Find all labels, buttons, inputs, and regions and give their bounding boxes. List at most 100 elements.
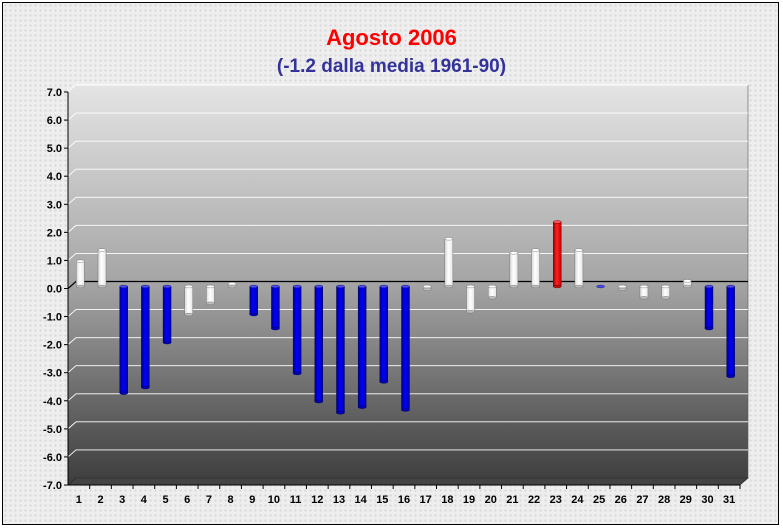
bar-day-4 [141,284,150,390]
y-tick-label: 5.0 [47,143,62,155]
bar-base [639,296,649,300]
gridline [67,140,748,149]
gridline [67,393,748,402]
bar-base [249,312,258,317]
bar-body [574,249,584,287]
x-axis-ticks: 1 2 3 4 5 6 7 8 9 10 11 12 13 14 15 16 17 18 19 20 21 22 23 24 2… [76,494,736,506]
x-tick-label: 10 [268,494,280,506]
bar-top [401,284,410,289]
bar-day-7 [206,284,215,305]
bar-top [97,248,107,252]
bar-day-10 [271,284,280,331]
bar-base [292,371,302,376]
gridline [67,84,748,93]
x-tick-label: 19 [463,494,475,506]
x-tick-label: 1 [76,494,82,506]
x-tick-label: 9 [249,494,255,506]
chart-title: Agosto 2006 [326,25,457,50]
bar-body [357,286,367,408]
y-tick-label: 6.0 [47,115,62,127]
bar-base [227,284,237,289]
bar-top [314,284,323,289]
bar-top [422,284,432,289]
bar-top [162,284,172,289]
x-tick-label: 26 [615,494,627,506]
bar-base [726,374,735,378]
bar-body [639,286,649,298]
bar-day-13 [336,284,345,415]
y-axis-ticks: -7.0 -6.0 -5.0 -4.0 -3.0 -2.0 -1.0 0.0 1.0 2.0 3.0… [43,87,62,492]
x-tick-label: 6 [184,494,190,506]
bar-base [314,399,323,404]
y-tick-label: 0.0 [47,284,62,296]
bar-body [314,286,323,402]
gridline [67,309,748,317]
x-tick-label: 3 [119,494,125,506]
x-tick-label: 8 [228,494,234,506]
y-tick-label: -4.0 [43,396,62,408]
bar-body [249,286,258,315]
gridline [67,168,748,177]
plot-floor [67,477,749,486]
chart-subtitle: (-1.2 dalla media 1961-90) [276,56,507,77]
bar-body [184,286,193,315]
bar-body [206,286,215,304]
bar-base [162,341,172,345]
x-tick-label: 15 [376,494,388,506]
x-tick-label: 2 [97,494,103,506]
gridline [67,196,748,205]
x-tick-label: 29 [680,494,692,506]
y-tick-label: -7.0 [43,480,62,492]
bar-series [76,220,735,415]
bar-top [119,284,128,289]
bar-day-15 [379,284,389,384]
x-tick-label: 18 [441,494,453,506]
bar-base [704,327,714,331]
bar-top [553,220,562,224]
y-tick-label: 1.0 [47,255,62,267]
bar-body [336,286,345,414]
y-tick-label: 3.0 [47,199,62,211]
y-tick-label: -6.0 [43,452,62,464]
x-tick-label: 24 [571,494,584,506]
x-tick-label: 7 [206,494,212,506]
bar-top [596,284,605,289]
bar-day-29 [683,279,692,289]
bar-day-11 [292,284,302,376]
bar-day-8 [227,282,237,289]
bar-body [726,286,735,377]
bar-body [509,252,519,287]
plot-back-wall [67,84,749,486]
bar-base [76,284,85,289]
x-tick-label: 28 [658,494,670,506]
bar-day-20 [488,284,497,300]
bar-day-16 [401,284,410,412]
bar-day-12 [314,284,323,404]
bar-top [292,284,302,289]
bar-base [488,296,497,300]
x-tick-label: 16 [398,494,410,506]
bar-top [76,259,85,263]
bar-top [574,248,584,252]
bar-base [661,296,670,300]
bar-day-9 [249,284,258,317]
bar-day-19 [466,284,475,314]
bar-body [76,261,85,287]
gridline [67,337,748,345]
gridlines [67,84,749,486]
bar-body [162,286,172,343]
bar-base [141,385,150,390]
bar-body [119,286,128,394]
bar-base [444,284,454,289]
bar-base [618,287,627,291]
gridline [67,449,748,458]
x-tick-label: 14 [355,494,368,506]
bar-top [336,284,345,289]
bar-top [184,284,193,289]
x-tick-label: 21 [506,494,518,506]
bar-top [661,284,670,289]
bar-base [184,312,193,317]
bar-body [97,249,107,287]
bar-body [292,286,302,374]
